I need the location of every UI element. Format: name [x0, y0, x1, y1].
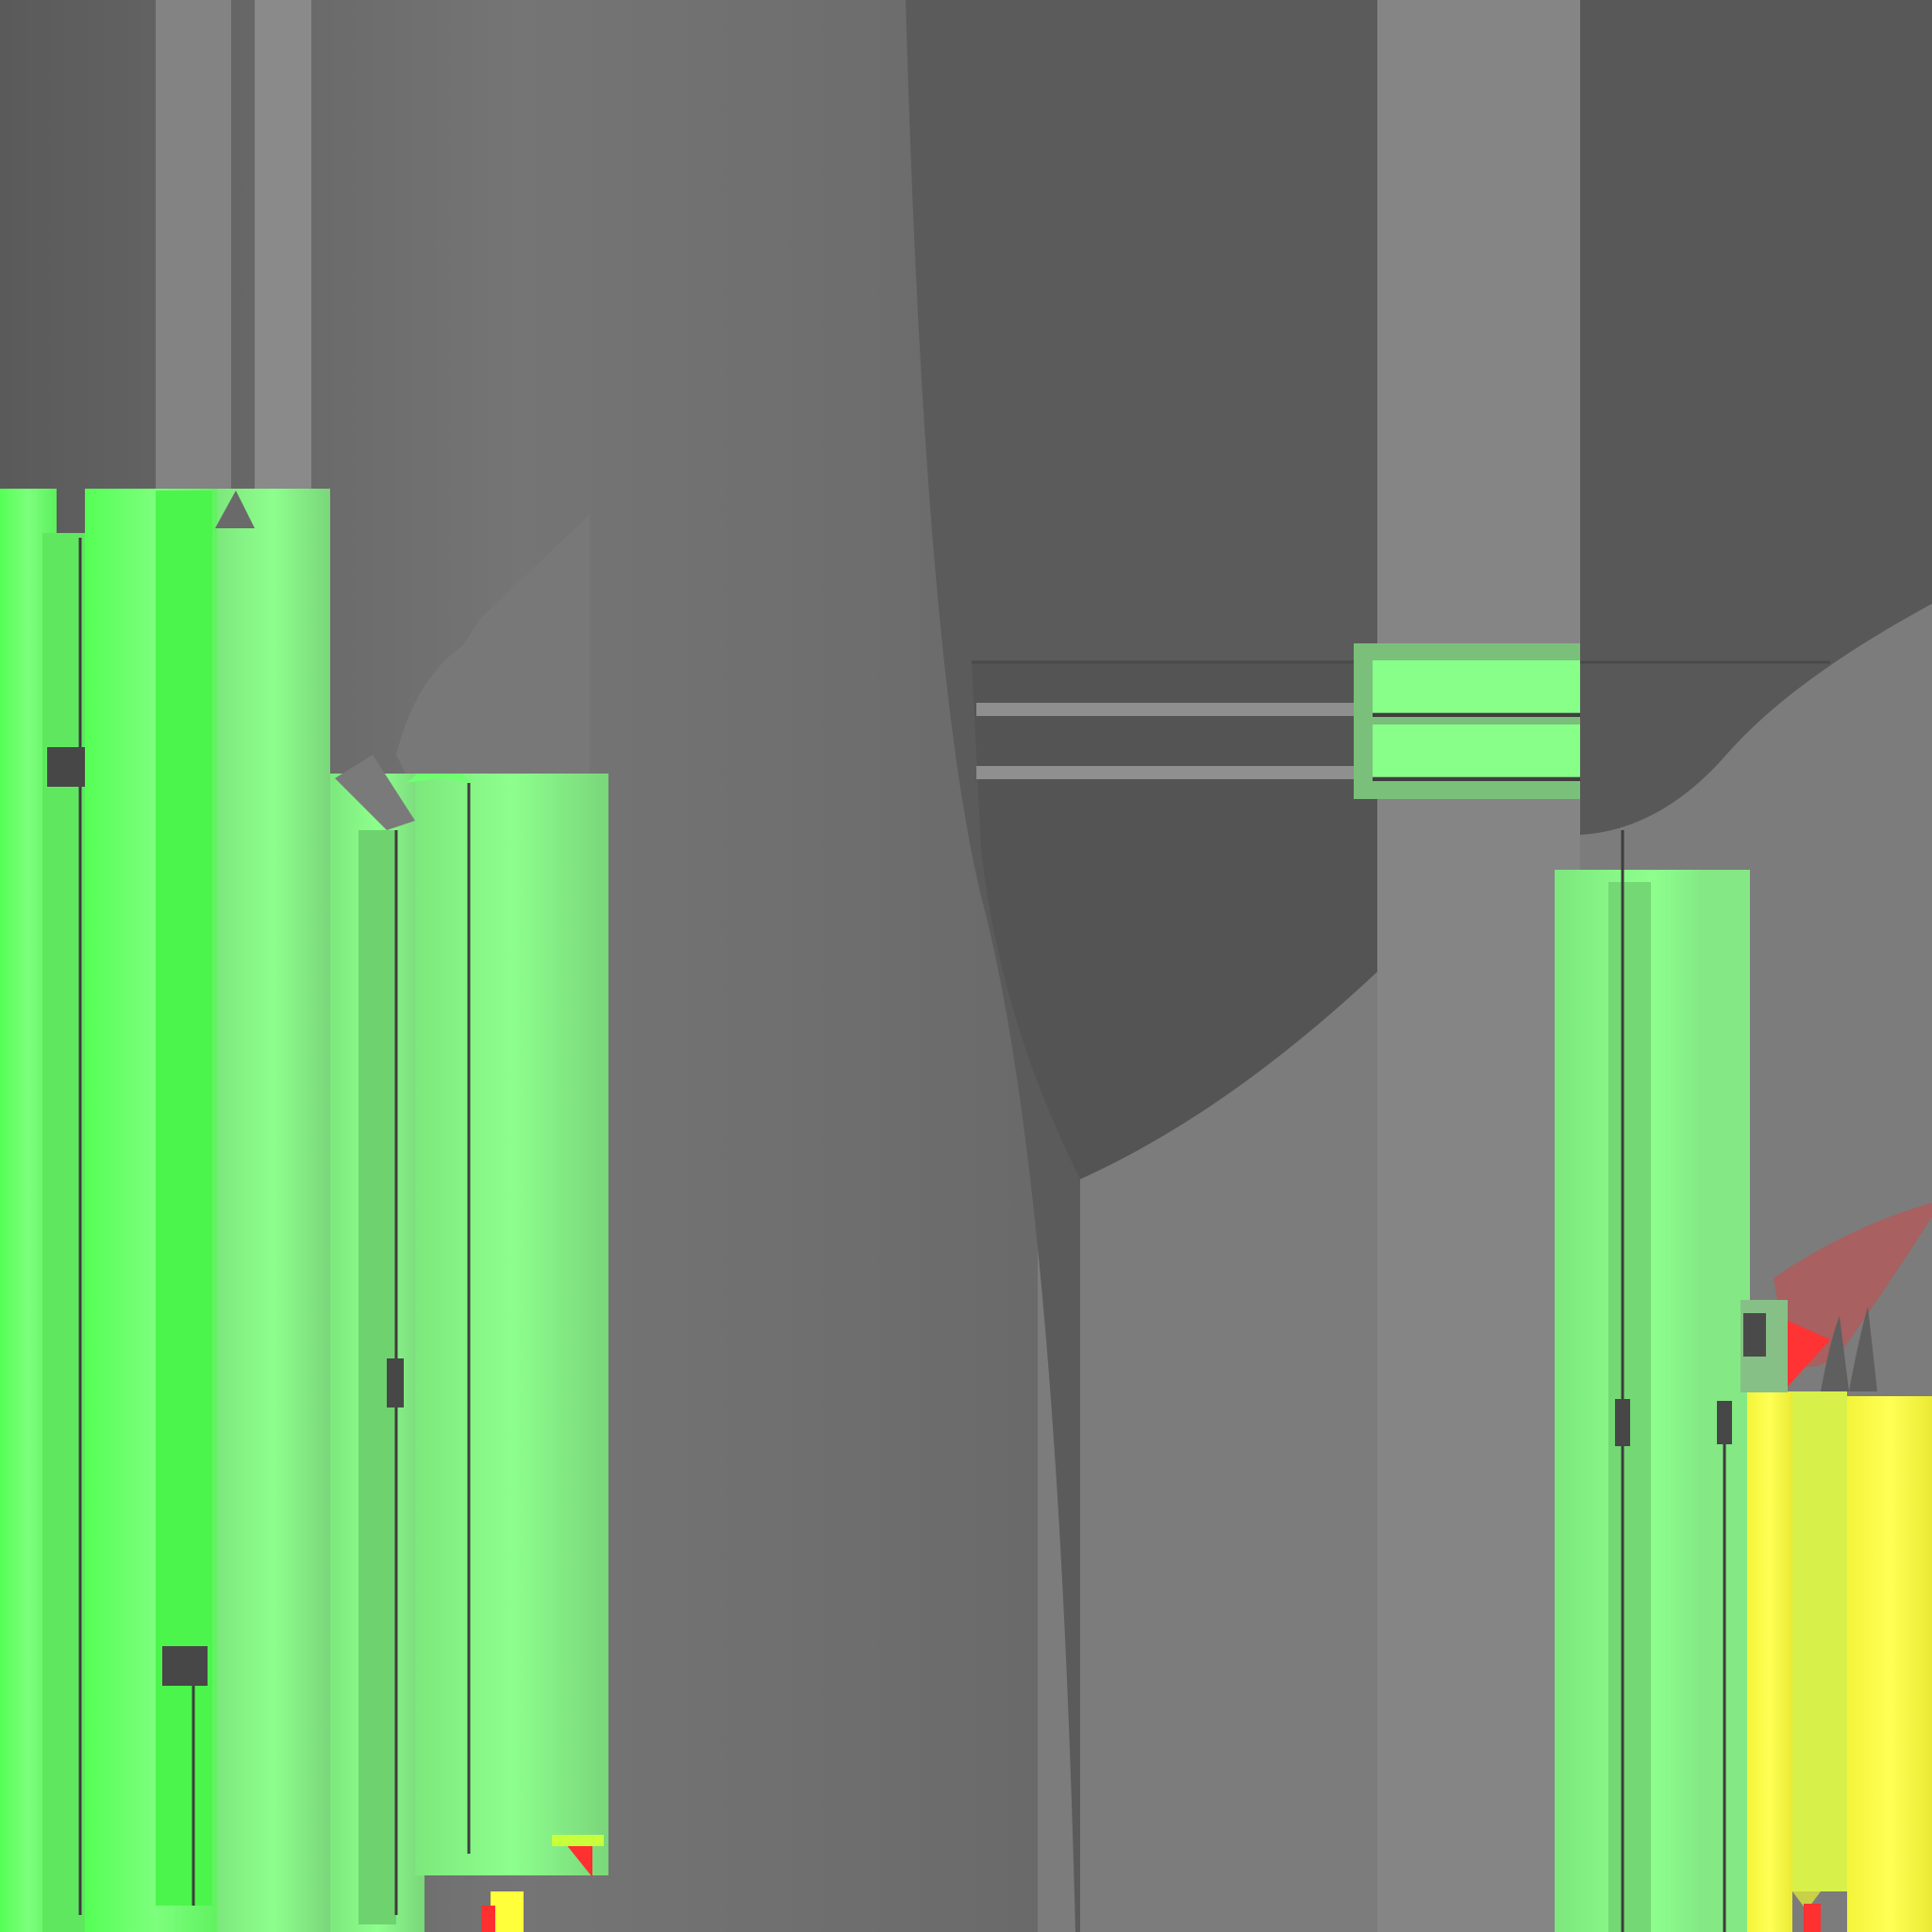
- left-red-corner: [566, 1844, 592, 1877]
- center-dark-body: [311, 0, 1377, 1932]
- right-slot-1: [1615, 1399, 1630, 1446]
- left-slot-1: [47, 747, 91, 787]
- right-tips: [1821, 1307, 1877, 1391]
- right-red-accent: [1804, 1904, 1821, 1932]
- left-tube-6-tip: [335, 755, 415, 830]
- left-slot-3: [387, 1358, 404, 1407]
- left-shoulder: [396, 514, 590, 774]
- right-yellow-tube-1: [1747, 1391, 1792, 1932]
- left-tube-5: [217, 489, 330, 1932]
- center-dark-curve: [972, 660, 1377, 1179]
- connector-block-inner-1: [1373, 660, 1580, 712]
- rail-top: [976, 703, 1377, 716]
- rail-bottom: [976, 766, 1377, 779]
- right-yellow-tip: [1792, 1891, 1821, 1910]
- right-light-column: [1377, 0, 1580, 1932]
- right-slot-2: [1717, 1401, 1732, 1444]
- left-yellow-accent: [491, 1891, 524, 1932]
- left-tube-7: [415, 774, 608, 1875]
- left-yellow-corner: [552, 1835, 604, 1846]
- right-yellow-tube-2: [1792, 1391, 1847, 1891]
- left-tube-2: [42, 533, 90, 1932]
- right-dark-wing: [1580, 0, 1932, 835]
- top-bar-2: [255, 0, 311, 491]
- red-fin: [1774, 1203, 1932, 1367]
- right-yellow-tube-3: [1847, 1396, 1932, 1932]
- red-fin-bright: [1788, 1321, 1830, 1387]
- fin-widget-slot: [1743, 1313, 1766, 1357]
- connector-block-inner-2: [1373, 724, 1580, 776]
- left-slot-2: [162, 1646, 208, 1686]
- left-tube-5-tip: [215, 491, 255, 528]
- top-bar-1: [156, 0, 231, 491]
- left-tube-4: [156, 491, 212, 1906]
- left-red-accent: [481, 1906, 495, 1932]
